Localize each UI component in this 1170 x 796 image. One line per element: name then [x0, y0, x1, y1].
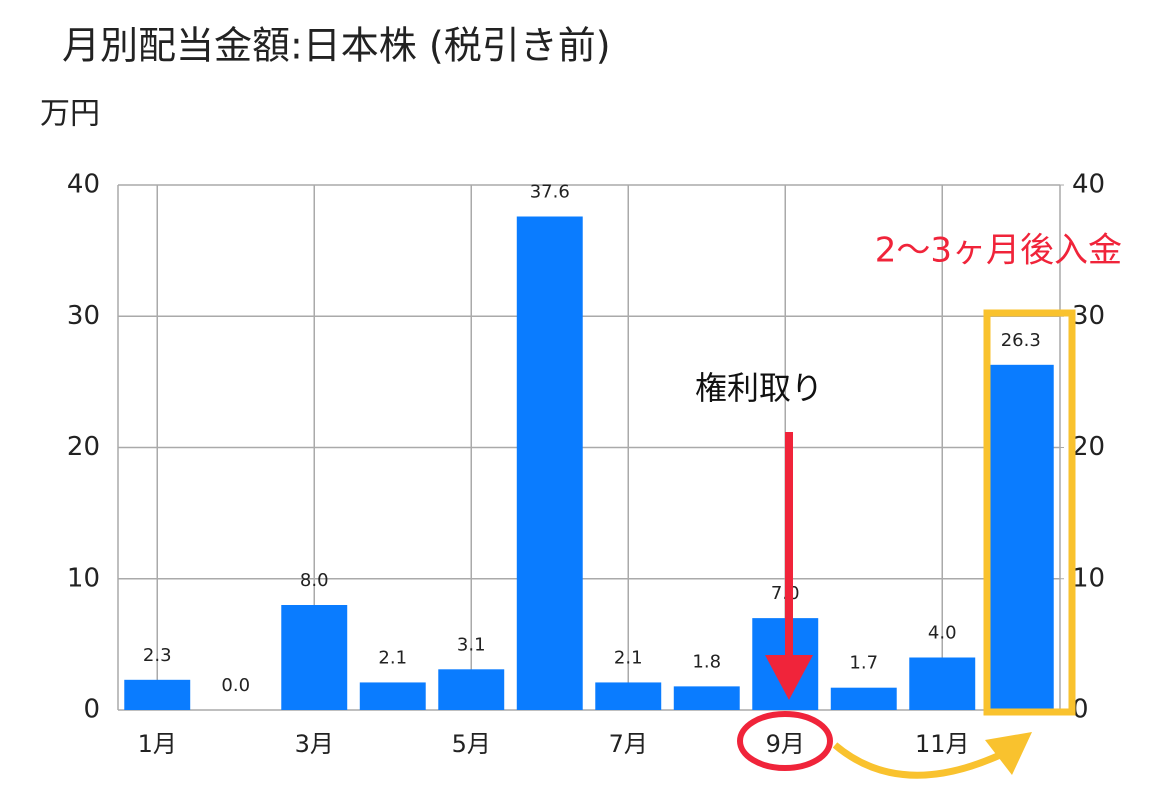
value-label: 8.0 — [300, 570, 329, 591]
y-tick-label: 30 — [67, 301, 100, 331]
curved-arrow — [832, 742, 1002, 779]
y2-tick-label: 30 — [1072, 301, 1105, 331]
x-tick-label: 11月 — [915, 730, 970, 758]
value-label: 2.1 — [614, 647, 643, 668]
annotation: 2〜3ヶ月後入金 — [875, 231, 1122, 271]
value-label: 0.0 — [221, 675, 250, 696]
value-label: 26.3 — [1001, 330, 1041, 351]
arrow-head — [765, 655, 813, 700]
y2-tick-label: 20 — [1072, 432, 1105, 462]
bar — [124, 679, 191, 710]
value-label: 2.1 — [378, 647, 407, 668]
value-label: 1.8 — [692, 651, 721, 672]
chart-title: 月別配当金額:日本株 (税引き前) — [62, 24, 611, 68]
bar — [359, 682, 426, 710]
x-tick-label: 9月 — [766, 730, 805, 758]
y-tick-label: 20 — [67, 432, 100, 462]
value-label: 3.1 — [457, 634, 486, 655]
annotation: 権利取り — [695, 369, 823, 407]
x-tick-label: 1月 — [138, 730, 177, 758]
value-label: 1.7 — [849, 653, 878, 674]
x-tick-label: 3月 — [295, 730, 334, 758]
y2-tick-label: 10 — [1072, 563, 1105, 593]
y2-tick-label: 0 — [1072, 695, 1089, 725]
plot-area: 0 10 20 30 40 0 10 20 30 40 2.3 1月 0.0 8.0 3月 2.1 3.1 5月 3… — [67, 170, 1105, 759]
x-tick-label: 5月 — [452, 730, 491, 758]
y-tick-label: 10 — [67, 563, 100, 593]
y-tick-label: 40 — [67, 170, 100, 200]
highlight-circle — [737, 711, 833, 771]
bar — [516, 216, 583, 710]
y-unit: 万円 — [40, 97, 100, 132]
bar — [281, 605, 348, 710]
highlight-box — [983, 309, 1076, 716]
bar — [595, 682, 662, 710]
value-label: 2.3 — [143, 645, 172, 666]
bar — [987, 364, 1054, 710]
value-label: 4.0 — [928, 623, 957, 644]
y2-tick-label: 40 — [1072, 170, 1105, 200]
bar — [909, 657, 976, 710]
x-tick-label: 7月 — [609, 730, 648, 758]
bar — [830, 687, 897, 710]
arrow-head — [985, 732, 1032, 775]
bar — [673, 686, 740, 710]
y-tick-label: 0 — [83, 695, 100, 725]
bar — [438, 669, 505, 710]
value-label: 37.6 — [530, 182, 570, 203]
